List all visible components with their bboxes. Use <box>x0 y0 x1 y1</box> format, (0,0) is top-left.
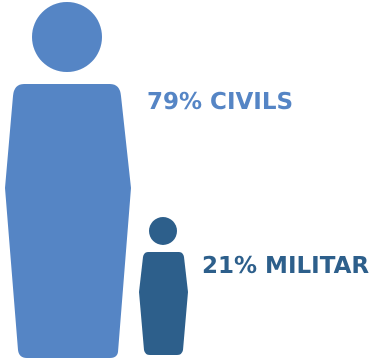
civils-percentage-label: 79% CIVILS <box>147 89 294 115</box>
civils-figure-head <box>32 2 102 72</box>
militars-person-figure <box>139 217 188 355</box>
militars-figure-head <box>149 217 177 245</box>
civils-person-figure <box>5 2 131 358</box>
civils-figure-body <box>5 84 131 358</box>
militars-percentage-label: 21% MILITARS <box>202 253 369 279</box>
militars-figure-body <box>139 252 188 355</box>
